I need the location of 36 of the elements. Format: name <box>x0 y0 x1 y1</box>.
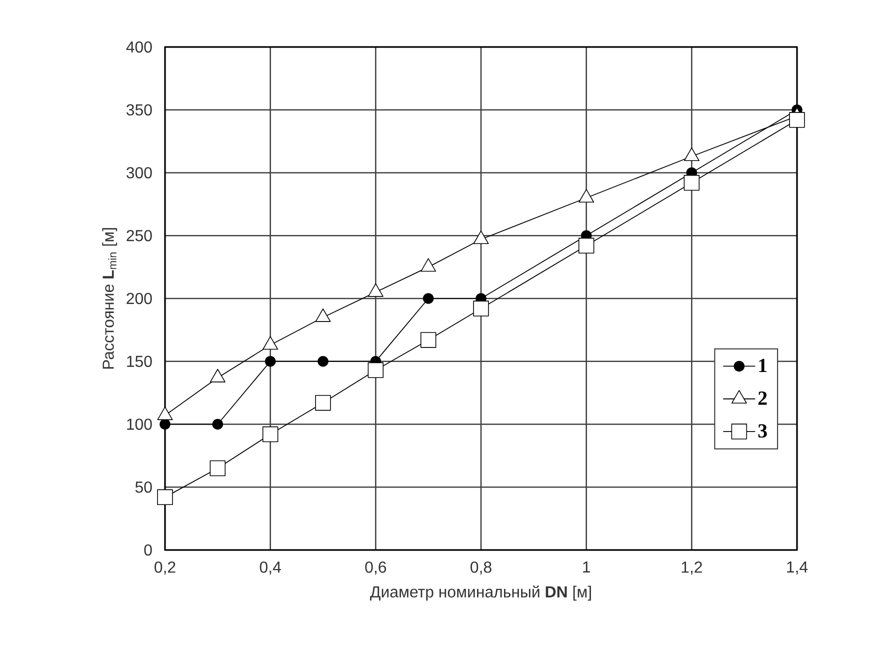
point <box>212 418 224 430</box>
y-tick-label: 350 <box>126 104 152 116</box>
point <box>264 356 276 367</box>
y-tick-label: 0 <box>144 544 152 556</box>
x-tick-label: 1 <box>583 562 590 572</box>
point <box>210 460 226 476</box>
y-axis-title: Расстояние L$_{min}$ [м] <box>102 228 118 369</box>
point <box>684 174 700 191</box>
legend-label: 2 <box>758 392 767 405</box>
point <box>422 293 434 304</box>
point <box>473 300 489 316</box>
y-tick-label: 250 <box>126 230 152 242</box>
y-tick-label: 400 <box>126 41 152 53</box>
y-tick-label: 150 <box>127 356 152 368</box>
y-tick-label: 50 <box>135 481 152 493</box>
x-tick-label: 0,4 <box>260 562 281 575</box>
legend-label: 3 <box>758 424 767 438</box>
point <box>262 426 278 442</box>
point <box>157 489 173 506</box>
point <box>315 394 331 411</box>
x-tick-label: 1,2 <box>682 562 702 575</box>
y-tick-label: 300 <box>126 167 152 178</box>
y-tick-label: 200 <box>126 292 152 304</box>
point <box>789 112 805 128</box>
x-tick-label: 1,4 <box>787 562 808 575</box>
point <box>420 332 436 348</box>
point <box>368 362 384 378</box>
x-tick-label: 0,2 <box>154 562 176 575</box>
point <box>160 418 170 430</box>
point <box>318 356 328 367</box>
x-tick-label: 0,8 <box>470 562 492 575</box>
point <box>578 238 594 254</box>
x-axis-title: Диаметр номинальный DN [м] <box>370 586 591 601</box>
y-tick-label: 100 <box>127 418 152 430</box>
legend-label: 1 <box>759 358 767 372</box>
x-tick-label: 0,6 <box>365 562 386 575</box>
